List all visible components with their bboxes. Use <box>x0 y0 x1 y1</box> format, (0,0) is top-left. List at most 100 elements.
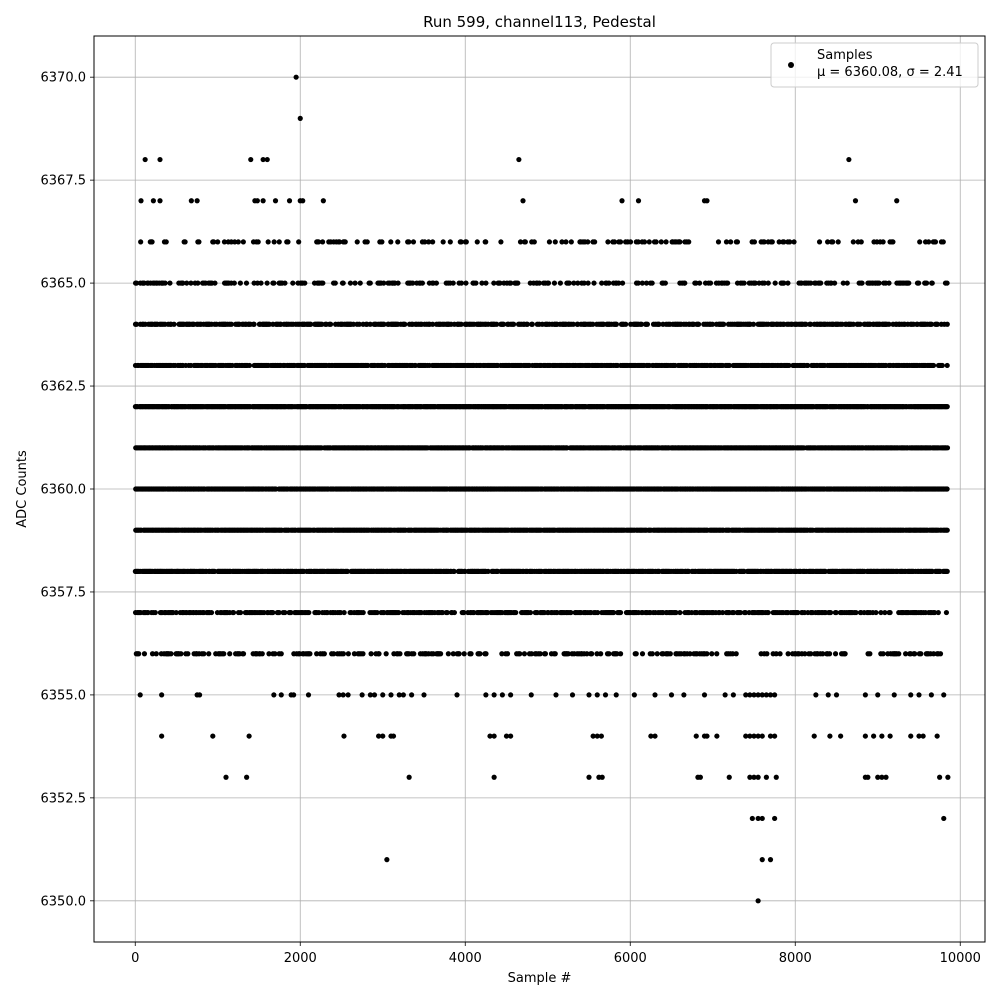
data-point <box>882 609 888 616</box>
data-point <box>504 651 511 657</box>
data-point <box>513 609 519 616</box>
data-point <box>795 609 801 616</box>
data-point <box>521 651 528 657</box>
data-point <box>802 651 808 657</box>
data-point <box>168 651 174 657</box>
data-point <box>842 651 848 657</box>
data-point <box>930 651 937 657</box>
data-point <box>935 609 941 616</box>
data-point <box>149 651 156 657</box>
data-point <box>944 568 950 574</box>
data-point <box>288 609 294 616</box>
data-point <box>517 651 523 657</box>
data-point <box>276 609 282 616</box>
data-point <box>208 609 215 616</box>
data-point <box>584 651 590 657</box>
data-point <box>944 404 950 410</box>
data-point <box>266 651 272 657</box>
data-point <box>461 609 467 616</box>
data-point <box>485 568 491 574</box>
data-point <box>340 651 347 657</box>
data-point <box>832 651 839 657</box>
data-point <box>742 609 749 616</box>
data-point <box>903 651 909 657</box>
data-point <box>456 651 462 657</box>
data-point <box>673 609 679 616</box>
data-point <box>227 651 233 657</box>
data-point <box>826 651 833 657</box>
data-point <box>833 609 839 616</box>
data-point <box>376 651 382 657</box>
data-point <box>374 609 380 616</box>
data-point <box>606 651 612 657</box>
data-point <box>451 609 458 616</box>
data-point <box>944 486 950 492</box>
data-point <box>777 651 783 657</box>
data-point <box>808 651 814 657</box>
data-point <box>932 609 938 616</box>
data-point <box>278 651 284 657</box>
data-point <box>341 609 347 616</box>
data-points <box>132 74 951 904</box>
data-point <box>918 651 924 657</box>
data-point <box>654 651 660 657</box>
data-point <box>944 527 950 533</box>
data-point <box>912 651 918 657</box>
data-point <box>468 651 474 657</box>
data-point <box>880 651 886 657</box>
data-point <box>314 651 320 657</box>
data-point <box>444 609 450 616</box>
data-point <box>610 609 617 616</box>
data-point <box>499 651 505 657</box>
data-point <box>887 609 893 616</box>
data-point <box>272 651 278 657</box>
data-point <box>270 609 276 616</box>
data-point <box>450 651 456 657</box>
data-point <box>568 609 574 616</box>
data-point <box>595 609 601 616</box>
data-point <box>141 651 148 657</box>
data-point <box>765 609 771 616</box>
data-point <box>598 651 604 657</box>
data-point <box>944 445 951 451</box>
data-point <box>828 609 834 616</box>
data-point <box>785 651 791 657</box>
data-point <box>617 609 624 616</box>
data-point <box>878 609 884 616</box>
data-point <box>259 651 265 657</box>
data-point <box>719 609 726 616</box>
data-point <box>617 651 624 657</box>
data-point <box>867 651 873 657</box>
data-point <box>451 568 457 574</box>
data-point <box>820 651 826 657</box>
data-point <box>173 609 179 616</box>
data-point <box>307 651 313 657</box>
data-point <box>383 651 389 657</box>
data-point <box>396 609 402 616</box>
data-point <box>461 651 467 657</box>
data-point <box>537 651 543 657</box>
data-point <box>230 609 237 616</box>
data-point <box>737 609 744 616</box>
data-point <box>246 362 253 369</box>
data-point <box>437 651 444 657</box>
data-point <box>221 651 227 657</box>
data-point <box>594 651 600 657</box>
data-point <box>565 651 571 657</box>
data-point <box>201 651 207 657</box>
data-point <box>397 651 403 657</box>
data-point <box>321 651 327 657</box>
data-point <box>773 651 779 657</box>
data-point <box>240 651 247 657</box>
data-point <box>589 651 595 657</box>
data-point <box>764 651 770 657</box>
data-point <box>344 568 351 574</box>
data-point <box>411 651 417 657</box>
data-point <box>153 651 159 657</box>
data-point <box>237 609 244 616</box>
data-point <box>368 651 374 657</box>
data-point <box>943 609 950 616</box>
data-point <box>896 651 902 657</box>
data-point <box>445 651 451 657</box>
